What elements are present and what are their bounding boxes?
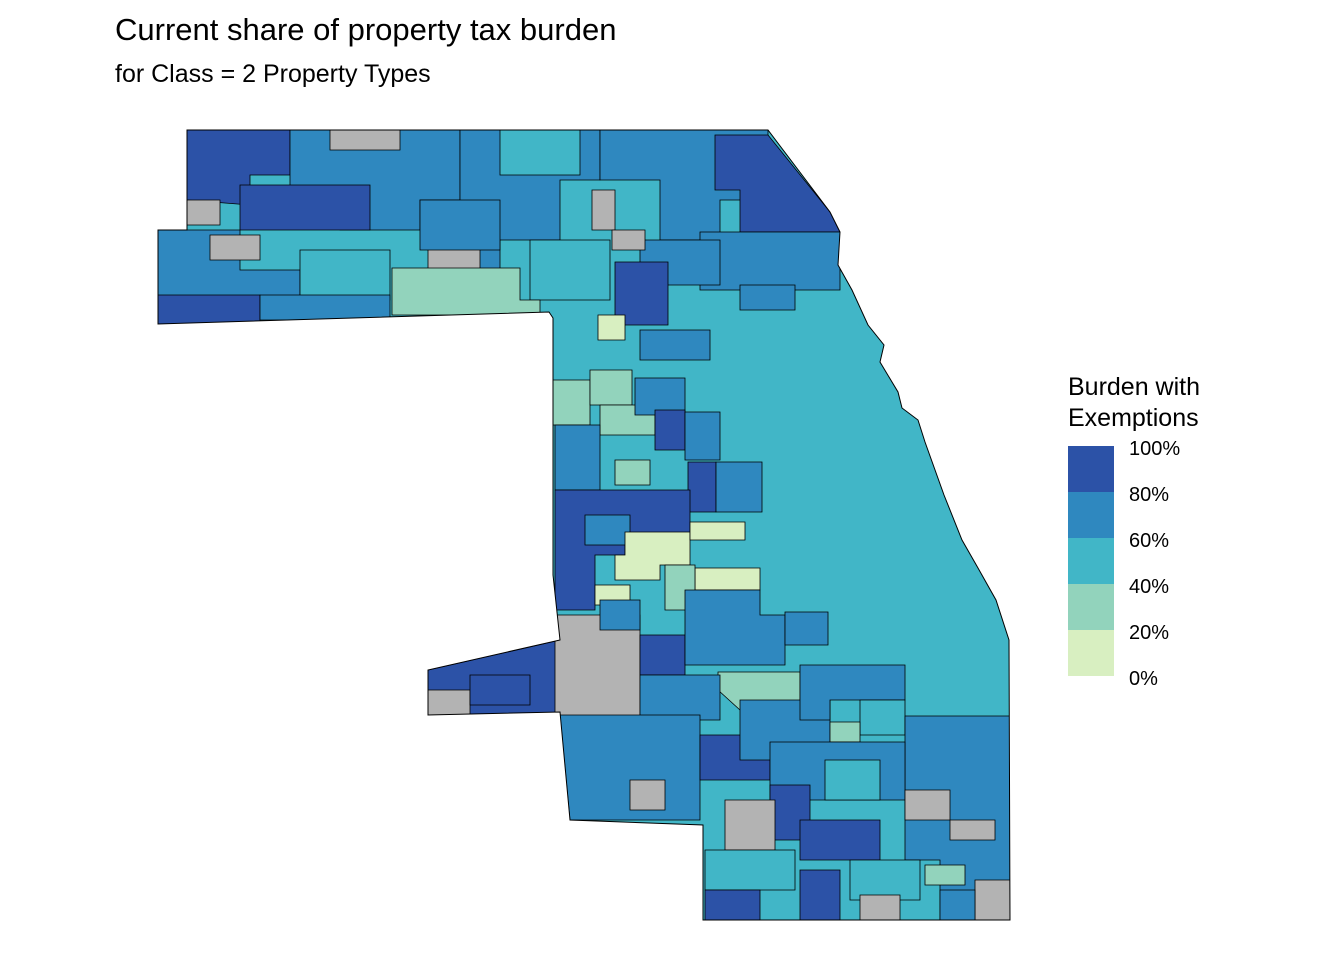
region-c-2 — [584, 514, 631, 546]
region-se-14 — [924, 864, 966, 886]
region-s-6 — [799, 664, 906, 721]
region-wc — [552, 379, 591, 426]
region-wc-2 — [589, 369, 633, 406]
region-w-2 — [158, 294, 261, 325]
legend-tick-60: 60% — [1129, 530, 1170, 552]
region-c-4 — [689, 521, 746, 541]
region-wc-6 — [684, 411, 721, 461]
region-ne-6 — [591, 189, 616, 231]
region-wc-11 — [639, 329, 711, 361]
region-sw-2 — [554, 614, 641, 721]
region-se-12 — [849, 859, 921, 901]
region-se-7 — [724, 799, 776, 851]
region-nc-6 — [419, 199, 501, 251]
legend-swatch-40-60 — [1068, 538, 1114, 584]
region-ne-5 — [614, 261, 669, 326]
legend-swatch-0-20 — [1068, 630, 1114, 676]
region-s-2 — [639, 674, 721, 721]
region-s-8 — [829, 721, 861, 743]
region-se-15 — [974, 879, 1010, 920]
legend-swatch-20-40 — [1068, 584, 1114, 630]
map-title: Current share of property tax burden — [115, 12, 617, 47]
legend-swatch-80-100 — [1068, 446, 1114, 492]
region-ne-7 — [739, 284, 796, 311]
region-wc-5 — [654, 409, 686, 451]
region-se-4 — [904, 789, 951, 821]
region-ne-8 — [597, 314, 626, 341]
legend-tick-20: 20% — [1129, 622, 1170, 644]
region-s-9 — [629, 779, 666, 811]
legend-color-bar — [1068, 446, 1114, 676]
region-nc-5 — [391, 267, 541, 316]
legend-swatch-60-80 — [1068, 492, 1114, 538]
region-sw-7 — [427, 689, 471, 716]
region-se-11 — [799, 869, 841, 920]
region-wc-8 — [614, 459, 651, 486]
region-sw-8 — [469, 674, 531, 706]
region-se-5 — [949, 819, 996, 841]
region-se-10 — [704, 889, 761, 920]
legend-title-line1: Burden with — [1068, 373, 1201, 401]
region-w-4 — [259, 294, 391, 321]
legend-title-line2: Exemptions — [1068, 404, 1199, 432]
region-se-13 — [859, 894, 901, 920]
legend-tick-80: 80% — [1129, 484, 1170, 506]
region-nw-4 — [329, 130, 401, 151]
map-regions — [158, 130, 1010, 920]
region-nw-gray-2 — [209, 234, 261, 261]
region-ne-3 — [699, 231, 841, 291]
region-w-3 — [299, 249, 391, 301]
region-nc-3 — [529, 239, 611, 301]
map-subtitle: for Class = 2 Property Types — [115, 60, 431, 88]
legend-title: Burden with Exemptions — [1068, 372, 1268, 434]
legend-body: 100% 80% 60% 40% 20% 0% — [1068, 439, 1218, 689]
region-sw-6 — [784, 611, 829, 646]
region-wc-4 — [634, 377, 686, 416]
region-s-7 — [859, 699, 906, 736]
region-se-9 — [704, 849, 796, 891]
region-sw-3 — [599, 599, 641, 631]
region-nw-gray — [186, 199, 221, 226]
region-se-3 — [824, 759, 881, 801]
legend-tick-0: 0% — [1129, 668, 1158, 690]
region-se-16 — [939, 889, 976, 920]
region-se-8 — [799, 819, 881, 861]
region-sw-4 — [639, 634, 686, 676]
region-nw-3 — [239, 184, 371, 231]
region-wc-9 — [687, 461, 717, 513]
region-wc-7 — [554, 424, 601, 491]
region-wc-10 — [715, 461, 763, 513]
region-nc-2 — [499, 130, 581, 176]
region-ne-9 — [611, 229, 646, 251]
legend-tick-100: 100% — [1129, 438, 1181, 460]
region-c-5 — [694, 567, 761, 591]
region-c-3 — [614, 531, 691, 581]
legend: Burden with Exemptions 100% 80% 60% 40% … — [1068, 372, 1268, 689]
legend-tick-40: 40% — [1129, 576, 1170, 598]
